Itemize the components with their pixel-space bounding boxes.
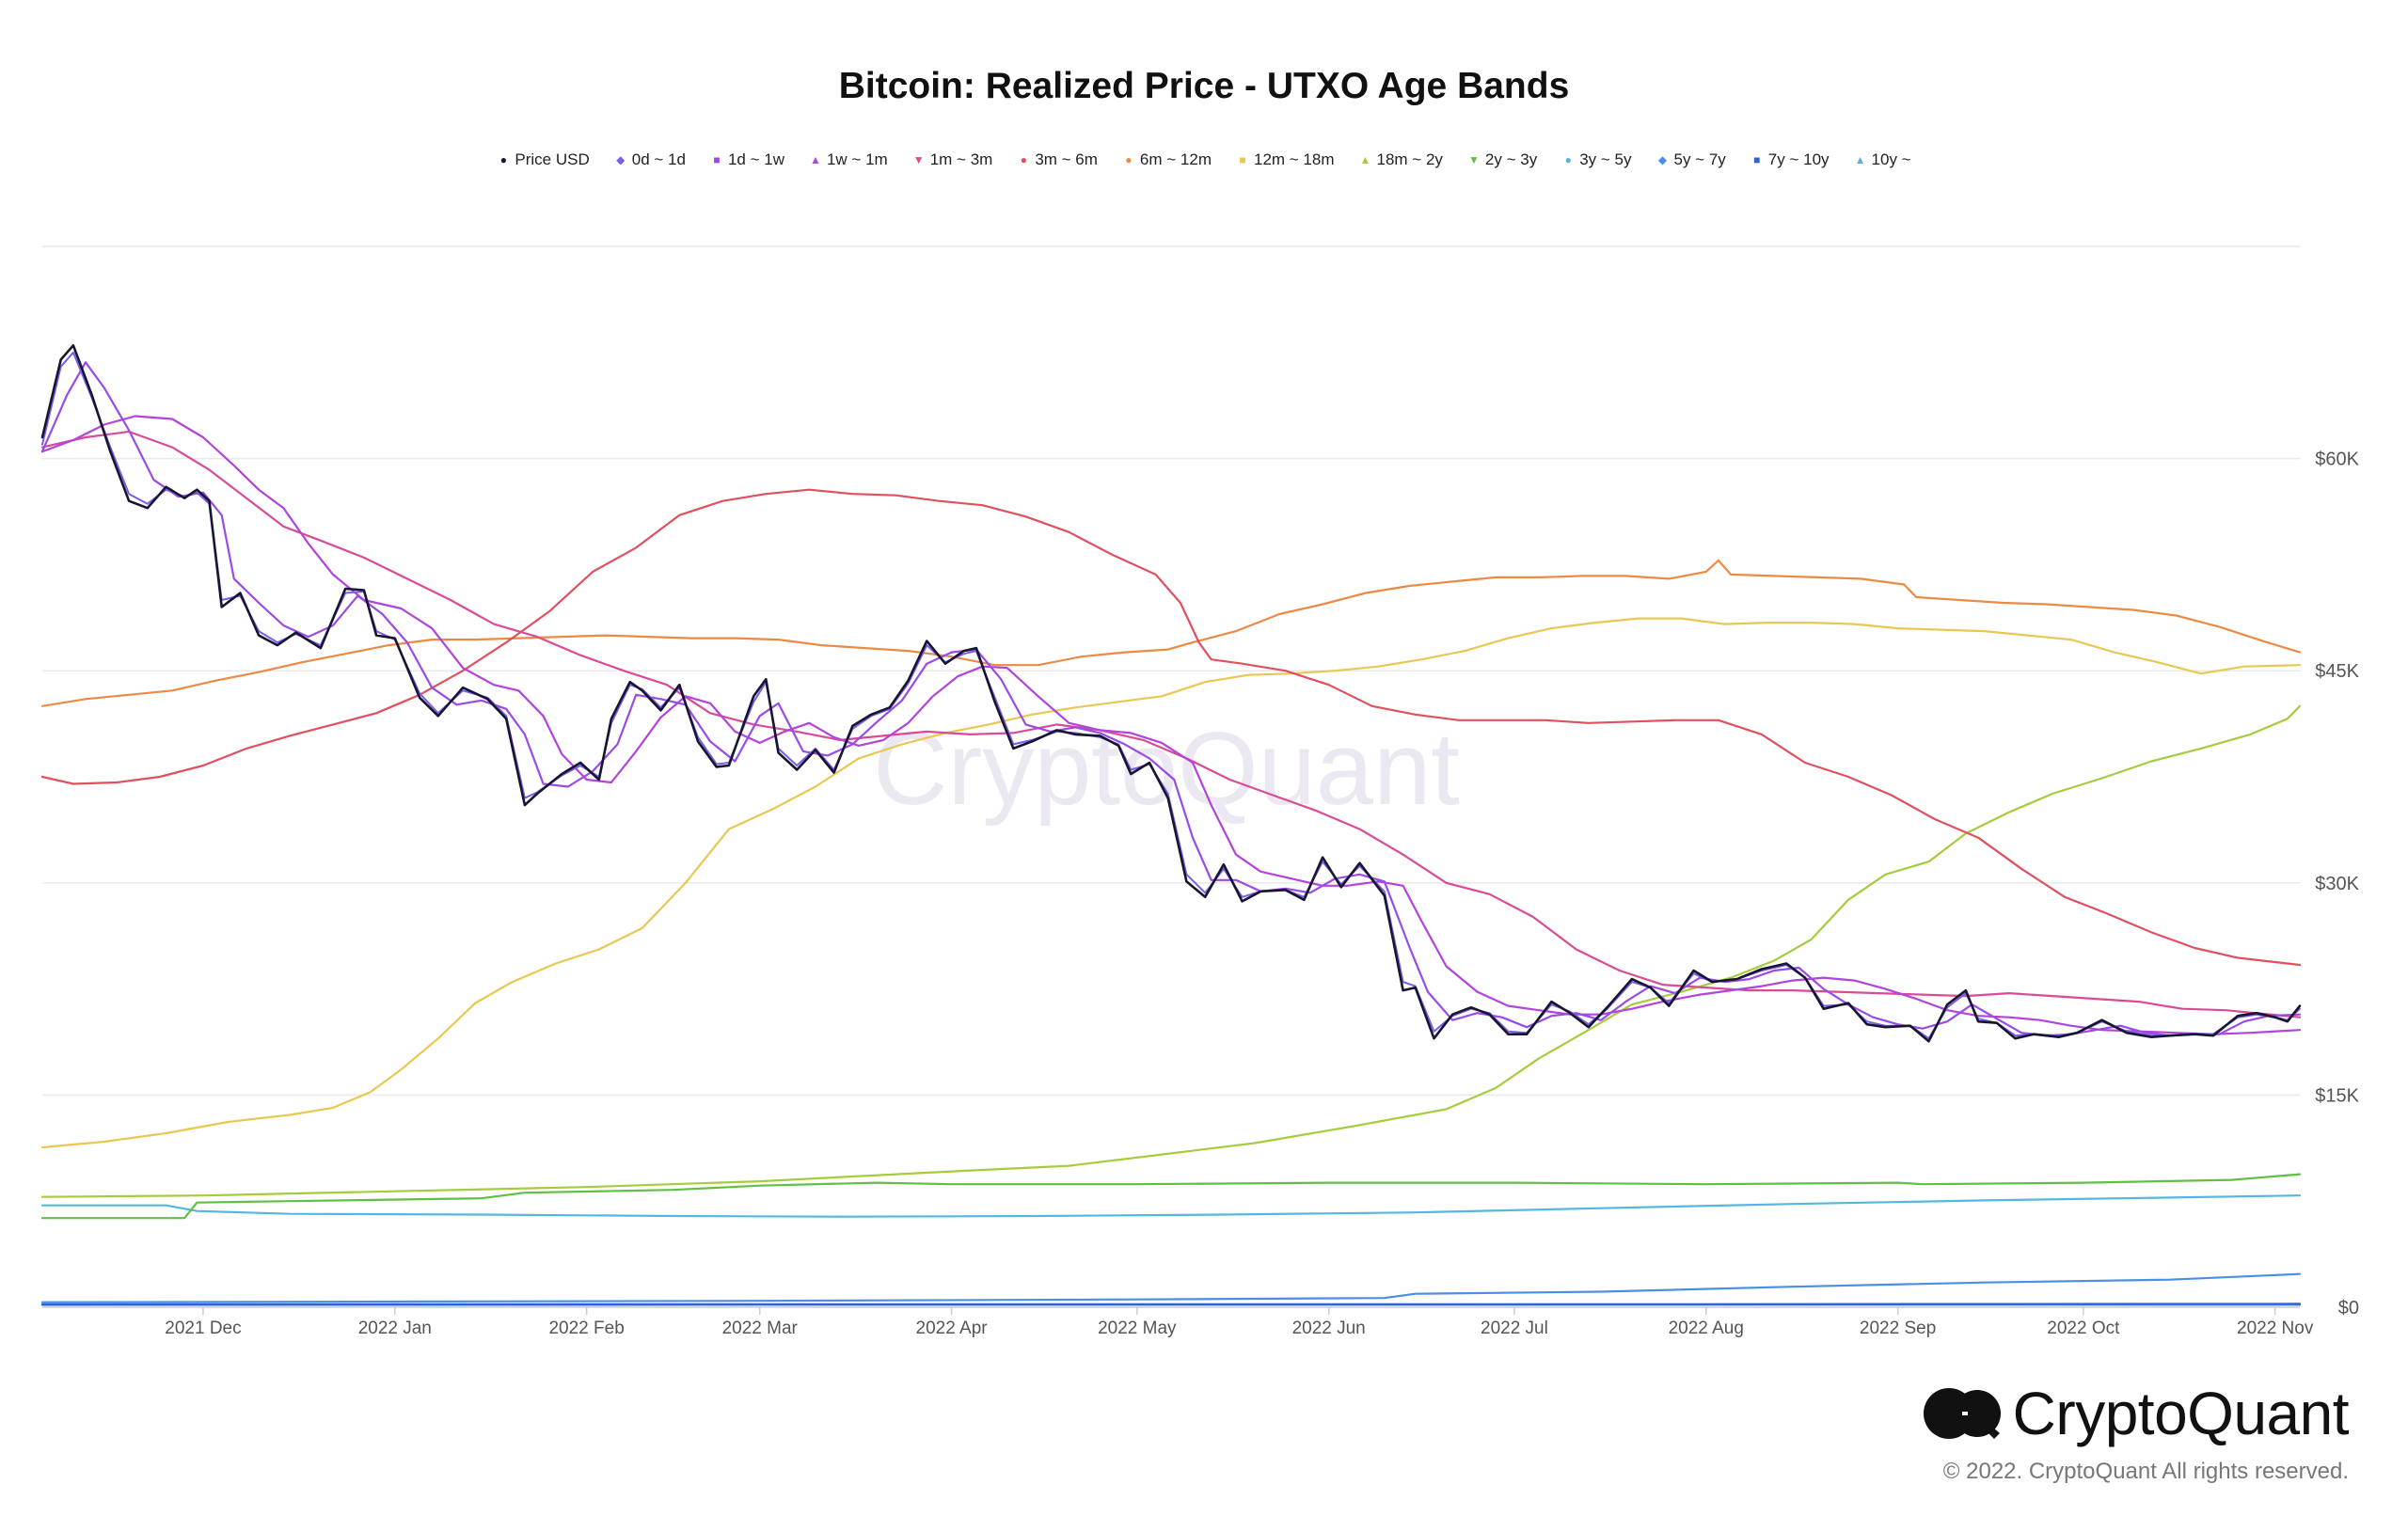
y-tick-label: $30K xyxy=(2315,874,2359,894)
legend-item-m12_18m[interactable]: ■ 12m ~ 18m xyxy=(1236,150,1335,169)
legend-marker-icon: ▲ xyxy=(1854,153,1866,166)
x-tick-label: 2022 Jan xyxy=(358,1319,432,1338)
cryptoquant-logo-icon xyxy=(1923,1388,2001,1439)
series-line-d1_1w xyxy=(40,361,2302,1037)
legend-item-m18_2y[interactable]: ▲ 18m ~ 2y xyxy=(1359,150,1443,169)
x-tick-label: 2022 May xyxy=(1098,1319,1177,1338)
legend-label: 7y ~ 10y xyxy=(1767,150,1830,168)
legend-marker-icon: ■ xyxy=(1239,153,1246,166)
x-tick-label: 2022 Oct xyxy=(2047,1319,2120,1338)
legend-label: 10y ~ xyxy=(1871,150,1911,168)
legend-marker-icon: ● xyxy=(1020,153,1027,166)
legend-item-y3_5y[interactable]: ● 3y ~ 5y xyxy=(1561,150,1632,169)
series-line-y3_5y xyxy=(40,1194,2302,1218)
legend-item-y10p[interactable]: ▲ 10y ~ xyxy=(1854,150,1911,169)
legend-marker-icon: ▲ xyxy=(1359,153,1371,166)
x-tick-label: 2022 Mar xyxy=(722,1319,799,1338)
legend-marker-icon: ▼ xyxy=(912,153,925,166)
brand-block: CryptoQuant xyxy=(1923,1380,2350,1447)
chart-title: Bitcoin: Realized Price - UTXO Age Bands xyxy=(838,66,1570,106)
y-tick-label: $60K xyxy=(2315,450,2359,470)
legend-marker-icon: ▲ xyxy=(810,153,821,166)
brand-name: CryptoQuant xyxy=(2012,1380,2350,1447)
legend-label: Price USD xyxy=(515,150,590,168)
series-line-y7_10y xyxy=(40,1303,2302,1306)
series-line-d0_1 xyxy=(41,351,2301,1040)
legend-item-m1_3m[interactable]: ▼ 1m ~ 3m xyxy=(912,150,993,169)
series-line-m6_12m xyxy=(40,559,2302,707)
y-tick-label: $0 xyxy=(2338,1298,2359,1319)
x-tick-label: 2022 Jul xyxy=(1481,1319,1548,1338)
legend-item-price[interactable]: ● Price USD xyxy=(497,150,590,169)
legend-item-y2_3y[interactable]: ▼ 2y ~ 3y xyxy=(1467,150,1537,169)
legend-label: 12m ~ 18m xyxy=(1253,150,1335,168)
legend-label: 3y ~ 5y xyxy=(1579,150,1632,168)
y-tick-label: $15K xyxy=(2315,1085,2359,1106)
chart-legend: ● Price USD ◆ 0d ~ 1d ■ 1d ~ 1w ▲ 1w ~ 1m ▼ 1m ~ … xyxy=(0,150,2408,169)
legend-label: 1m ~ 3m xyxy=(929,150,993,168)
x-tick-label: 2022 Nov xyxy=(2237,1319,2314,1338)
x-tick-label: 2022 Sep xyxy=(1860,1319,1936,1338)
y-tick-label: $45K xyxy=(2315,661,2359,682)
series-line-y2_3y xyxy=(40,1173,2302,1220)
legend-label: 6m ~ 12m xyxy=(1139,150,1212,168)
legend-item-m6_12m[interactable]: ● 6m ~ 12m xyxy=(1122,150,1212,169)
legend-item-d0_1[interactable]: ◆ 0d ~ 1d xyxy=(614,150,686,169)
copyright-text: © 2022. CryptoQuant All rights reserved. xyxy=(1942,1459,2349,1484)
legend-label: 2y ~ 3y xyxy=(1484,150,1538,168)
legend-marker-icon: ▼ xyxy=(1467,153,1480,166)
series-line-y5_7y xyxy=(40,1272,2302,1303)
legend-label: 1d ~ 1w xyxy=(727,150,784,168)
series-line-w1_1m xyxy=(40,415,2302,1035)
series-line-price xyxy=(40,344,2302,1043)
legend-item-w1_1m[interactable]: ▲ 1w ~ 1m xyxy=(809,150,888,169)
x-tick-label: 2021 Dec xyxy=(165,1319,241,1338)
legend-marker-icon: ● xyxy=(1564,153,1572,166)
series-line-m18_2y xyxy=(40,704,2302,1198)
legend-label: 18m ~ 2y xyxy=(1376,150,1443,168)
legend-label: 5y ~ 7y xyxy=(1673,150,1726,168)
series-line-m12_18m xyxy=(40,617,2302,1149)
legend-item-d1_1w[interactable]: ■ 1d ~ 1w xyxy=(710,150,784,169)
legend-marker-icon: ● xyxy=(499,153,508,166)
legend-marker-icon: ● xyxy=(1125,153,1133,166)
series-line-m1_3m xyxy=(40,430,2302,1019)
legend-item-m3_6m[interactable]: ● 3m ~ 6m xyxy=(1017,150,1098,169)
legend-label: 0d ~ 1d xyxy=(631,150,686,168)
legend-marker-icon: ◆ xyxy=(1657,153,1668,166)
legend-marker-icon: ◆ xyxy=(616,153,626,166)
x-tick-label: 2022 Jun xyxy=(1292,1319,1366,1338)
legend-label: 1w ~ 1m xyxy=(826,150,888,168)
cryptoquant-watermark: CryptoQuant xyxy=(873,711,1460,827)
x-tick-label: 2022 Apr xyxy=(916,1319,989,1338)
x-tick-label: 2022 Feb xyxy=(548,1319,624,1338)
legend-label: 3m ~ 6m xyxy=(1035,150,1098,168)
legend-item-y7_10y[interactable]: ■ 7y ~ 10y xyxy=(1751,150,1830,169)
x-tick-label: 2022 Aug xyxy=(1669,1319,1744,1338)
legend-item-y5_7y[interactable]: ◆ 5y ~ 7y xyxy=(1656,150,1726,169)
legend-marker-icon: ■ xyxy=(713,153,721,166)
legend-marker-icon: ■ xyxy=(1753,153,1761,166)
